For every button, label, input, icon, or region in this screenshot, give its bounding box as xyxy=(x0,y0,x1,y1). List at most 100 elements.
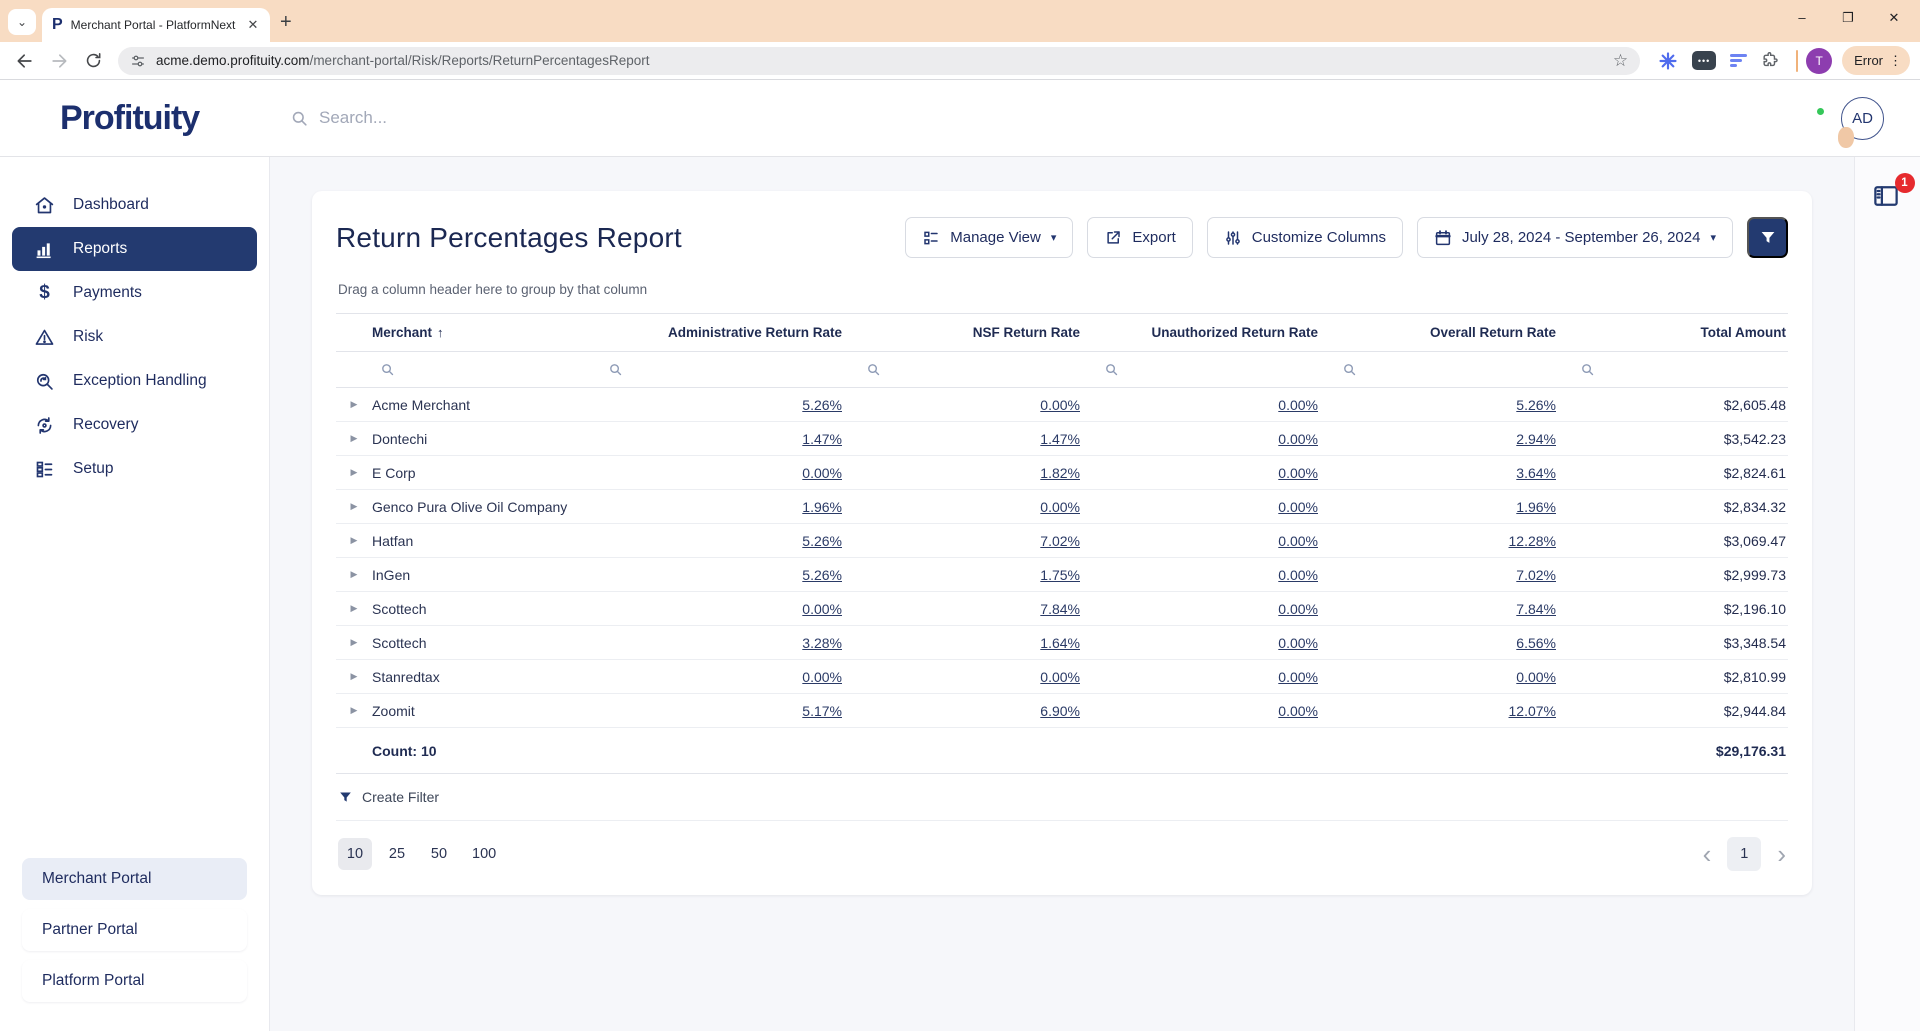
table-row[interactable]: ▶ Genco Pura Olive Oil Company 1.96% 0.0… xyxy=(336,490,1788,524)
row-expand-icon[interactable]: ▶ xyxy=(350,705,358,715)
row-expand-icon[interactable]: ▶ xyxy=(350,467,358,477)
sidebar-item-setup[interactable]: Setup xyxy=(12,447,257,491)
rate-link[interactable]: 1.82% xyxy=(1040,464,1080,481)
row-expand-icon[interactable]: ▶ xyxy=(350,603,358,613)
extension-filter-icon[interactable] xyxy=(1730,54,1748,67)
extension-starburst-icon[interactable] xyxy=(1658,51,1678,71)
notifications-panel-button[interactable]: 1 xyxy=(1871,173,1915,215)
previous-page-icon[interactable]: ‹ xyxy=(1702,839,1712,869)
reload-button[interactable] xyxy=(78,46,108,76)
rate-link[interactable]: 0.00% xyxy=(1278,702,1318,719)
platform-portal-button[interactable]: Platform Portal xyxy=(22,960,247,1002)
table-row[interactable]: ▶ Zoomit 5.17% 6.90% 0.00% 12.07% $2,944… xyxy=(336,694,1788,728)
rate-link[interactable]: 0.00% xyxy=(1278,600,1318,617)
rate-link[interactable]: 5.17% xyxy=(802,702,842,719)
extension-dots-icon[interactable]: ••• xyxy=(1692,51,1717,70)
filter-input-merchant[interactable] xyxy=(372,362,600,377)
url-bar[interactable]: acme.demo.profituity.com/merchant-portal… xyxy=(118,46,1641,75)
browser-error-button[interactable]: Error ⋮ xyxy=(1842,46,1910,75)
table-row[interactable]: ▶ E Corp 0.00% 1.82% 0.00% 3.64% $2,824.… xyxy=(336,456,1788,490)
create-filter-button[interactable]: Create Filter xyxy=(336,774,1788,821)
table-row[interactable]: ▶ Acme Merchant 5.26% 0.00% 0.00% 5.26% … xyxy=(336,388,1788,422)
next-page-icon[interactable]: › xyxy=(1777,839,1786,869)
new-tab-button[interactable]: + xyxy=(280,11,292,33)
partner-portal-button[interactable]: Partner Portal xyxy=(22,909,247,951)
date-range-picker[interactable]: July 28, 2024 - September 26, 2024 ▾ xyxy=(1416,217,1733,258)
rate-link[interactable]: 0.00% xyxy=(1278,668,1318,685)
manage-view-button[interactable]: Manage View ▾ xyxy=(905,217,1074,258)
current-page[interactable]: 1 xyxy=(1727,837,1762,871)
column-header-administrative[interactable]: Administrative Return Rate xyxy=(667,325,842,340)
customize-columns-button[interactable]: Customize Columns xyxy=(1206,217,1403,258)
row-expand-icon[interactable]: ▶ xyxy=(350,569,358,579)
page-size-50[interactable]: 50 xyxy=(430,846,448,862)
window-minimize-button[interactable]: – xyxy=(1798,10,1806,25)
row-expand-icon[interactable]: ▶ xyxy=(350,671,358,681)
rate-link[interactable]: 12.07% xyxy=(1508,702,1556,719)
rate-link[interactable]: 5.26% xyxy=(802,396,842,413)
filter-input-nsf[interactable] xyxy=(858,362,1096,377)
row-expand-icon[interactable]: ▶ xyxy=(350,433,358,443)
rate-link[interactable]: 7.84% xyxy=(1040,600,1080,617)
rate-link[interactable]: 1.64% xyxy=(1040,634,1080,651)
rate-link[interactable]: 0.00% xyxy=(1278,396,1318,413)
column-header-merchant[interactable]: Merchant ↑ xyxy=(372,325,444,340)
rate-link[interactable]: 1.75% xyxy=(1040,566,1080,583)
page-size-25[interactable]: 25 xyxy=(388,846,406,862)
tab-search-button[interactable]: ⌄ xyxy=(8,9,36,35)
rate-link[interactable]: 3.64% xyxy=(1516,464,1556,481)
filter-input-overall[interactable] xyxy=(1334,362,1572,377)
rate-link[interactable]: 0.00% xyxy=(802,668,842,685)
column-header-nsf[interactable]: NSF Return Rate xyxy=(972,325,1080,340)
filter-input-unauthorized[interactable] xyxy=(1096,362,1334,377)
rate-link[interactable]: 2.94% xyxy=(1516,430,1556,447)
bookmark-star-icon[interactable]: ☆ xyxy=(1612,50,1629,70)
table-row[interactable]: ▶ Dontechi 1.47% 1.47% 0.00% 2.94% $3,54… xyxy=(336,422,1788,456)
column-header-total[interactable]: Total Amount xyxy=(1700,325,1786,340)
rate-link[interactable]: 5.26% xyxy=(802,532,842,549)
table-row[interactable]: ▶ Scottech 3.28% 1.64% 0.00% 6.56% $3,34… xyxy=(336,626,1788,660)
rate-link[interactable]: 5.26% xyxy=(1516,396,1556,413)
merchant-portal-button[interactable]: Merchant Portal xyxy=(22,858,247,900)
window-restore-button[interactable]: ❐ xyxy=(1842,10,1854,25)
row-expand-icon[interactable]: ▶ xyxy=(350,399,358,409)
rate-link[interactable]: 0.00% xyxy=(1040,396,1080,413)
filter-button[interactable] xyxy=(1747,217,1788,258)
sidebar-item-risk[interactable]: Risk xyxy=(12,315,257,359)
rate-link[interactable]: 0.00% xyxy=(1278,430,1318,447)
sidebar-item-payments[interactable]: $ Payments xyxy=(12,271,257,315)
rate-link[interactable]: 1.47% xyxy=(802,430,842,447)
rate-link[interactable]: 0.00% xyxy=(1278,566,1318,583)
rate-link[interactable]: 0.00% xyxy=(802,600,842,617)
sidebar-item-reports[interactable]: Reports xyxy=(12,227,257,271)
rate-link[interactable]: 0.00% xyxy=(1278,464,1318,481)
rate-link[interactable]: 0.00% xyxy=(1278,634,1318,651)
global-search[interactable] xyxy=(290,108,1825,128)
rate-link[interactable]: 5.26% xyxy=(802,566,842,583)
page-size-10[interactable]: 10 xyxy=(338,838,372,870)
rate-link[interactable]: 6.56% xyxy=(1516,634,1556,651)
rate-link[interactable]: 3.28% xyxy=(802,634,842,651)
site-info-icon[interactable] xyxy=(130,53,146,69)
rate-link[interactable]: 12.28% xyxy=(1508,532,1556,549)
rate-link[interactable]: 1.96% xyxy=(802,498,842,515)
filter-input-administrative[interactable] xyxy=(600,362,858,377)
extensions-puzzle-icon[interactable] xyxy=(1761,51,1780,70)
export-button[interactable]: Export xyxy=(1087,217,1193,258)
rate-link[interactable]: 0.00% xyxy=(1278,532,1318,549)
rate-link[interactable]: 7.02% xyxy=(1040,532,1080,549)
row-expand-icon[interactable]: ▶ xyxy=(350,501,358,511)
rate-link[interactable]: 0.00% xyxy=(802,464,842,481)
sidebar-item-exception-handling[interactable]: Exception Handling xyxy=(12,359,257,403)
table-row[interactable]: ▶ Hatfan 5.26% 7.02% 0.00% 12.28% $3,069… xyxy=(336,524,1788,558)
rate-link[interactable]: 0.00% xyxy=(1040,668,1080,685)
table-row[interactable]: ▶ Scottech 0.00% 7.84% 0.00% 7.84% $2,19… xyxy=(336,592,1788,626)
tab-close-icon[interactable]: ✕ xyxy=(247,17,259,32)
column-header-unauthorized[interactable]: Unauthorized Return Rate xyxy=(1151,325,1318,340)
row-expand-icon[interactable]: ▶ xyxy=(350,637,358,647)
table-row[interactable]: ▶ Stanredtax 0.00% 0.00% 0.00% 0.00% $2,… xyxy=(336,660,1788,694)
row-expand-icon[interactable]: ▶ xyxy=(350,535,358,545)
table-row[interactable]: ▶ InGen 5.26% 1.75% 0.00% 7.02% $2,999.7… xyxy=(336,558,1788,592)
filter-input-total[interactable] xyxy=(1572,362,1788,377)
forward-button[interactable] xyxy=(44,46,74,76)
